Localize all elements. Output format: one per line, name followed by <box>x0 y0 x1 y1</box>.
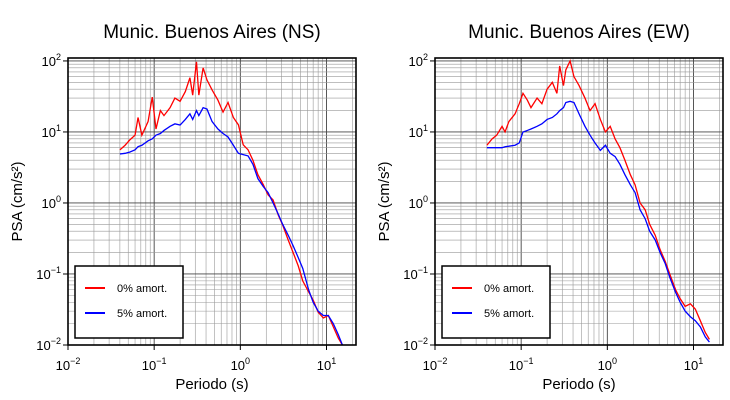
tick-base: 10 <box>409 196 423 211</box>
tick-exponent: 1 <box>698 356 703 366</box>
tick-label: 100 <box>409 194 428 211</box>
tick-label: 10−1 <box>509 356 534 373</box>
tick-label: 10−2 <box>423 356 448 373</box>
tick-exponent: −2 <box>70 356 80 366</box>
tick-base: 10 <box>42 54 56 69</box>
x-axis-label: Periodo (s) <box>175 376 248 393</box>
tick-exponent: 1 <box>331 356 336 366</box>
tick-exponent: 1 <box>56 123 61 133</box>
tick-base: 10 <box>231 358 245 373</box>
tick-base: 10 <box>42 125 56 140</box>
series-line <box>486 100 710 343</box>
tick-exponent: 0 <box>612 356 617 366</box>
tick-exponent: −2 <box>418 336 428 346</box>
tick-exponent: 0 <box>56 194 61 204</box>
tick-exponent: 2 <box>423 52 428 62</box>
tick-label: 101 <box>684 356 703 373</box>
tick-label: 102 <box>42 52 61 69</box>
tick-exponent: −1 <box>51 265 61 275</box>
tick-base: 10 <box>509 358 523 373</box>
tick-base: 10 <box>36 338 50 353</box>
legend-label: 0% amort. <box>117 283 167 295</box>
tick-label: 100 <box>231 356 250 373</box>
tick-exponent: −2 <box>437 356 447 366</box>
chart-title: Munic. Buenos Aires (EW) <box>468 22 690 43</box>
tick-base: 10 <box>42 196 56 211</box>
tick-label: 101 <box>317 356 336 373</box>
tick-base: 10 <box>142 358 156 373</box>
tick-exponent: −1 <box>523 356 533 366</box>
series-line <box>119 106 344 346</box>
legend-label: 5% amort. <box>484 308 534 320</box>
tick-base: 10 <box>409 54 423 69</box>
tick-exponent: 0 <box>245 356 250 366</box>
series-line <box>486 59 710 340</box>
legend-box <box>74 265 184 339</box>
tick-base: 10 <box>598 358 612 373</box>
tick-exponent: 1 <box>423 123 428 133</box>
tick-exponent: 2 <box>56 52 61 62</box>
tick-exponent: −1 <box>156 356 166 366</box>
tick-exponent: 0 <box>423 194 428 204</box>
tick-base: 10 <box>403 267 417 282</box>
legend-label: 0% amort. <box>484 283 534 295</box>
tick-label: 101 <box>409 123 428 140</box>
tick-base: 10 <box>36 267 50 282</box>
x-axis-label: Periodo (s) <box>542 376 615 393</box>
chart-title: Munic. Buenos Aires (NS) <box>103 22 321 43</box>
tick-label: 100 <box>42 194 61 211</box>
tick-base: 10 <box>317 358 331 373</box>
tick-label: 10−1 <box>403 265 428 282</box>
y-axis-label: PSA (cm/s²) <box>376 161 393 241</box>
tick-label: 10−1 <box>142 356 167 373</box>
tick-base: 10 <box>409 125 423 140</box>
legend-label: 5% amort. <box>117 308 167 320</box>
tick-label: 10−2 <box>56 356 81 373</box>
axes-frame <box>67 57 357 346</box>
tick-exponent: −1 <box>418 265 428 275</box>
tick-label: 10−1 <box>36 265 61 282</box>
tick-label: 102 <box>409 52 428 69</box>
tick-base: 10 <box>684 358 698 373</box>
tick-base: 10 <box>56 358 70 373</box>
tick-label: 101 <box>42 123 61 140</box>
tick-base: 10 <box>423 358 437 373</box>
y-axis-label: PSA (cm/s²) <box>9 161 26 241</box>
axes-frame <box>434 57 724 346</box>
tick-label: 10−2 <box>36 336 61 353</box>
tick-label: 10−2 <box>403 336 428 353</box>
tick-label: 100 <box>598 356 617 373</box>
series-line <box>119 61 343 346</box>
tick-exponent: −2 <box>51 336 61 346</box>
legend-box <box>441 265 551 339</box>
tick-base: 10 <box>403 338 417 353</box>
